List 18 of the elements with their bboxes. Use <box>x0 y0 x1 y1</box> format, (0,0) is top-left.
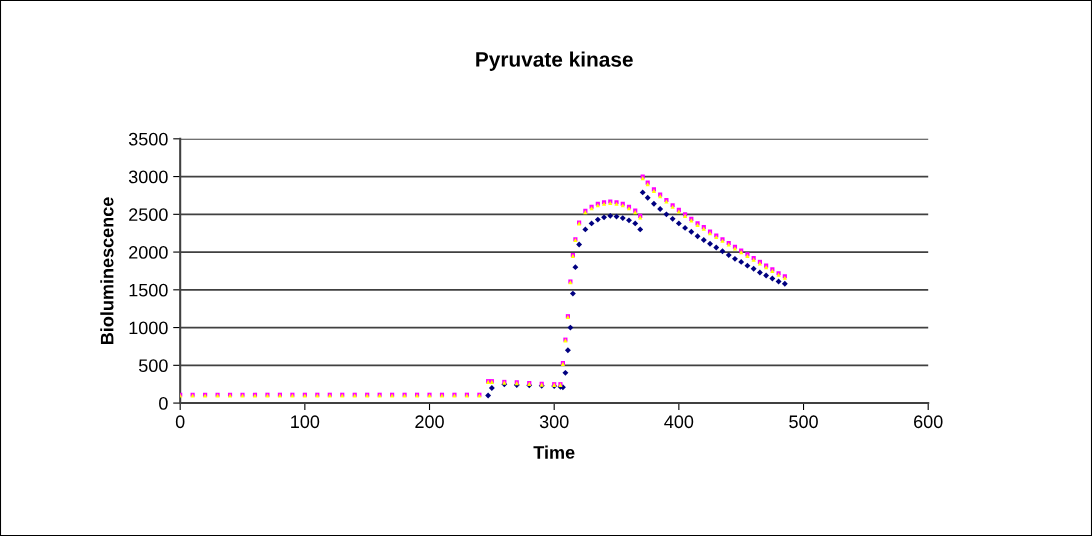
y-axis-title: Bioluminescence <box>100 197 114 344</box>
y-tick-label: 2500 <box>129 208 168 222</box>
x-tick-label: 0 <box>175 415 185 429</box>
x-tick-label: 300 <box>539 415 569 429</box>
y-tick-label: 0 <box>159 397 168 410</box>
y-tick-label: 1500 <box>129 283 168 297</box>
x-tick-label: 200 <box>415 415 444 429</box>
x-tick-label: 500 <box>789 415 818 429</box>
y-tick-label: 1000 <box>129 321 168 335</box>
y-tick-label: 500 <box>138 359 168 373</box>
y-tick-label: 3000 <box>128 170 168 184</box>
chart-title: Pyruvate kinase <box>476 51 633 71</box>
x-axis-title: Time <box>533 445 575 459</box>
y-tick-label: 2000 <box>129 246 168 259</box>
x-tick-label: 600 <box>914 415 943 429</box>
x-tick-label: 100 <box>291 415 320 429</box>
x-tick-label: 400 <box>664 415 694 429</box>
y-tick-label: 3500 <box>128 132 168 146</box>
